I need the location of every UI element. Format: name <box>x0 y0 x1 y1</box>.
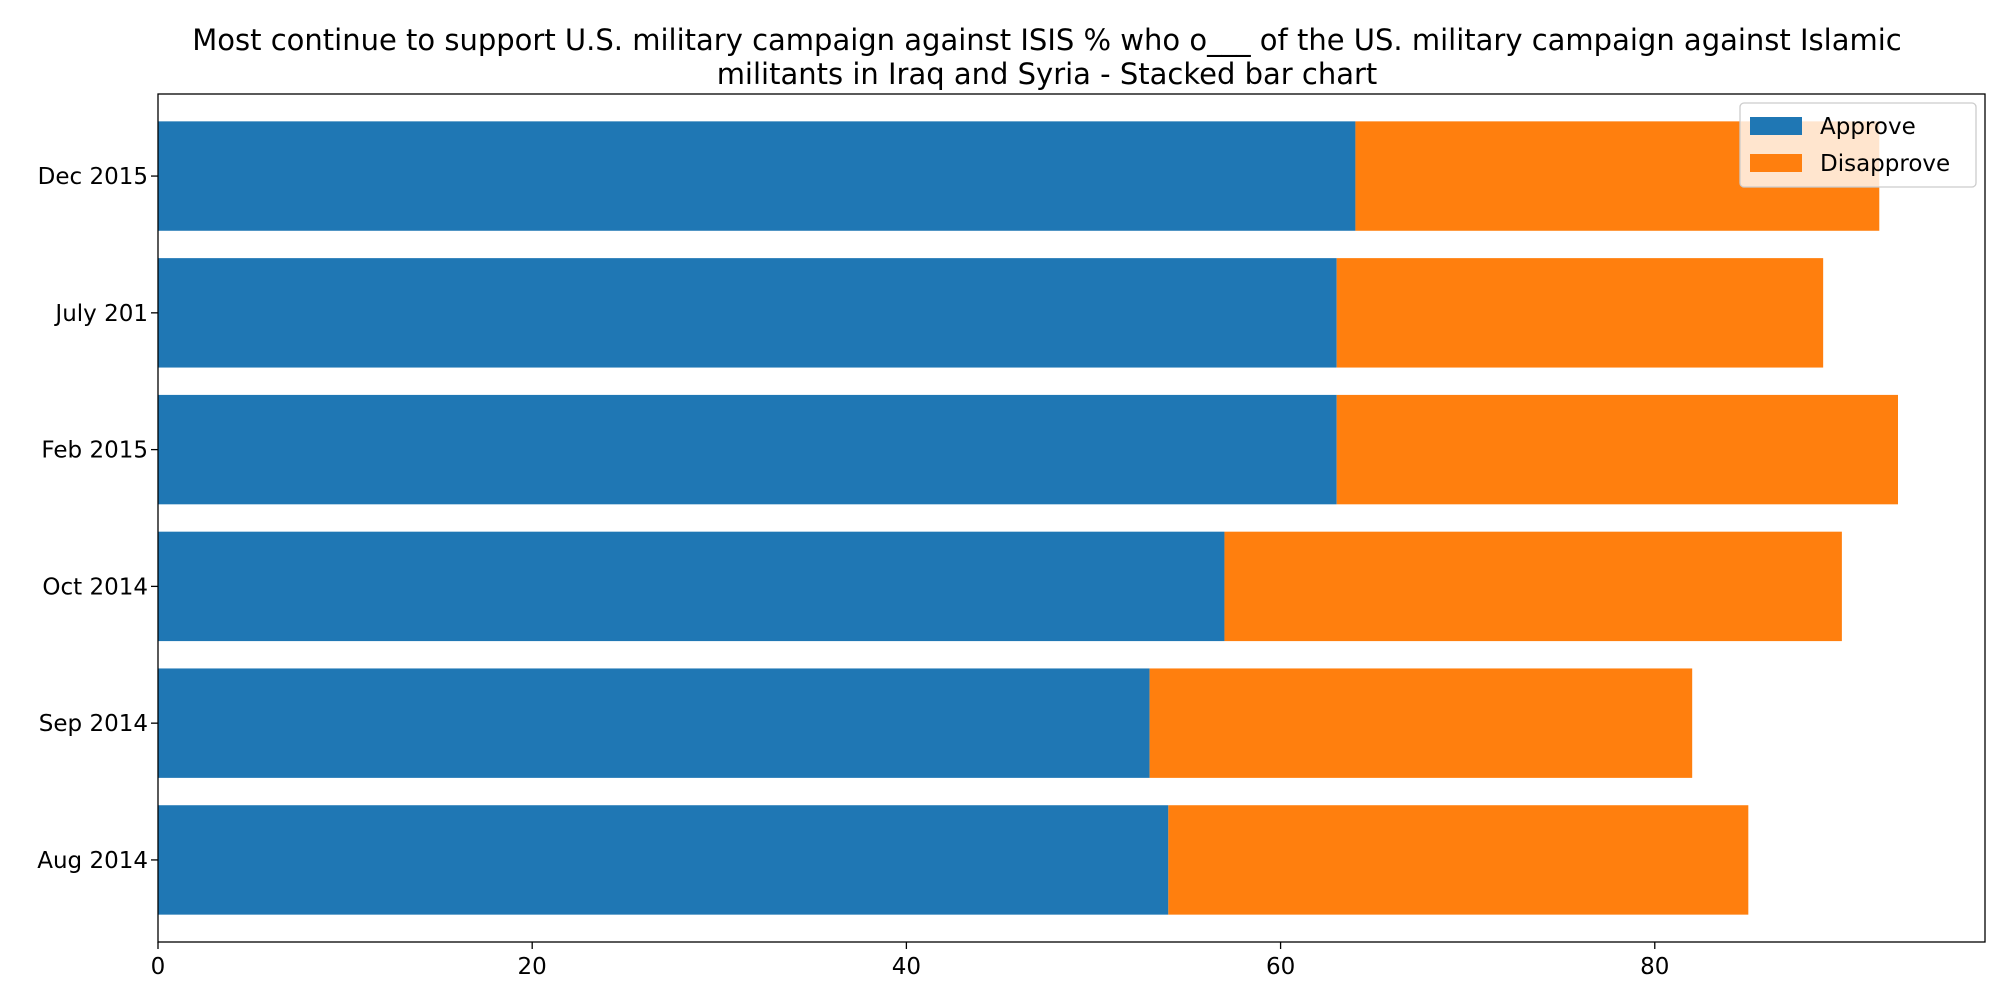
y-tick-label: July 201 <box>53 301 148 327</box>
bar-disapprove-oct-2014 <box>1224 531 1842 642</box>
bar-approve-feb-2015 <box>158 394 1337 505</box>
bar-disapprove-july-201 <box>1336 258 1824 368</box>
bar-disapprove-aug-2014 <box>1168 805 1749 915</box>
legend-label-disapprove: Disapprove <box>1820 151 1950 177</box>
bar-disapprove-feb-2015 <box>1336 394 1898 505</box>
legend-swatch-approve <box>1750 117 1802 135</box>
bar-approve-aug-2014 <box>158 805 1169 915</box>
chart-title-line-1: Most continue to support U.S. military c… <box>192 23 1902 57</box>
x-tick-label: 40 <box>892 954 921 980</box>
legend-label-approve: Approve <box>1820 114 1916 140</box>
legend-swatch-disapprove <box>1750 154 1802 172</box>
x-axis: 0 20 40 60 80 <box>151 942 1669 980</box>
bar-disapprove-sep-2014 <box>1149 668 1693 778</box>
y-tick-label: Sep 2014 <box>39 711 148 737</box>
bar-approve-july-201 <box>158 258 1337 368</box>
y-tick-label: Aug 2014 <box>37 848 148 874</box>
chart-title-line-2: militants in Iraq and Syria - Stacked ba… <box>717 57 1378 91</box>
x-tick-label: 80 <box>1640 954 1669 980</box>
y-tick-label: Feb 2015 <box>41 438 148 464</box>
bar-approve-sep-2014 <box>158 668 1150 778</box>
bar-approve-dec-2015 <box>158 121 1356 231</box>
y-tick-label: Oct 2014 <box>42 574 148 600</box>
x-tick-label: 0 <box>151 954 166 980</box>
chart-title: Most continue to support U.S. military c… <box>192 23 1902 91</box>
bars-group <box>158 121 1898 915</box>
plot-frame <box>157 93 1986 943</box>
x-tick-label: 20 <box>518 954 547 980</box>
x-tick-label: 60 <box>1266 954 1295 980</box>
bar-approve-oct-2014 <box>158 531 1225 642</box>
legend: Approve Disapprove <box>1739 102 1977 188</box>
y-axis: Aug 2014 Sep 2014 Oct 2014 Feb 2015 July 201… <box>37 164 158 874</box>
y-tick-label: Dec 2015 <box>38 164 148 190</box>
